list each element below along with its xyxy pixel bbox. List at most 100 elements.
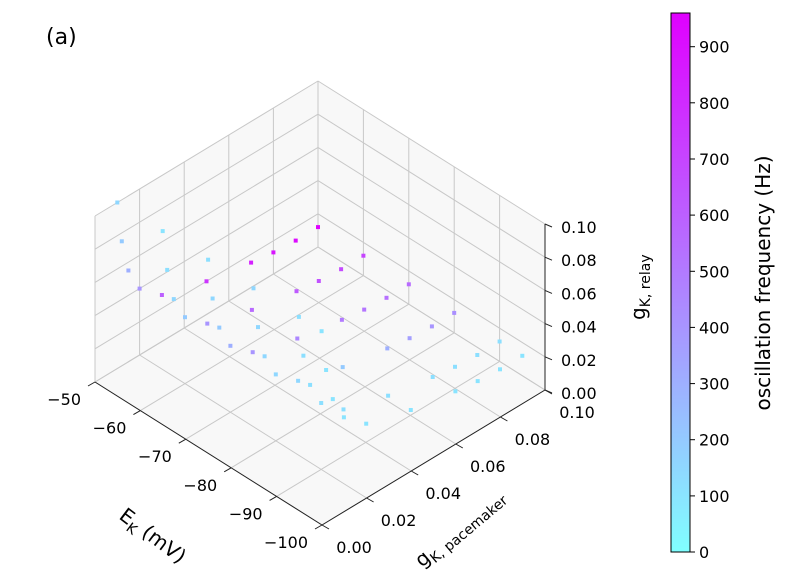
data-point [126,268,131,273]
data-point [273,372,278,377]
z-tick [544,256,553,261]
y-tick [366,497,374,503]
data-point [340,365,345,370]
data-point [339,317,344,322]
colorbar-tick-label: 200 [699,431,730,450]
grid-line-z-xz [317,246,546,391]
colorbar-gradient [670,12,691,553]
data-point [406,282,411,287]
grid-line-z-xz [317,213,546,358]
grid-line-z-xz [317,80,546,225]
data-point [294,289,299,294]
y-tick-label: 0.04 [425,484,461,503]
x-tick-label: −90 [229,504,263,523]
x-tick [269,495,277,501]
data-points [115,200,525,426]
grid-line-z-yz [94,146,319,283]
grid-line-z-xz [317,180,546,325]
data-point [319,401,324,405]
data-point [160,229,165,234]
y-tick [455,443,464,449]
grid-line-x-floor [185,303,410,440]
data-point [330,397,335,402]
colorbar-tick-label: 500 [699,262,730,281]
data-point [256,325,260,330]
data-point [296,314,301,319]
x-tick-label: −50 [47,390,81,409]
grid-line-y-floor [228,300,457,445]
y-tick [500,416,508,422]
z-tick [544,389,553,394]
y-tick-label: 0.10 [559,403,595,422]
grid-line-z-yz [94,80,319,217]
y-tick [321,524,330,530]
grid-line-x-floor [140,275,364,412]
panel-label: (a) [46,25,77,50]
back-pane-yz [95,81,318,382]
colorbar: 0 100 200 300 400 500 600 700 800 900 oscillation… [670,12,775,562]
z-tick [544,323,553,328]
data-point [316,225,320,230]
z-tick [544,223,553,228]
colorbar-label: oscillation frequency (Hz) [751,155,775,410]
data-point [520,353,525,358]
y-tick-label: 0.00 [336,538,372,557]
colorbar-tick-label: 700 [699,150,730,169]
plot-grid [94,80,546,526]
z-tick-label: 0.06 [561,284,597,303]
data-point [407,336,412,341]
data-point [293,238,298,243]
z-axis-title-main: g [626,307,650,320]
data-point [361,253,366,258]
plot-axes: −100−90 −80 −70 −60 −50 0.00 0.02 0.04 0.06 0.08 0… [47,218,596,557]
data-point [159,293,164,297]
grid-line-y-floor [273,273,501,418]
z-tick [544,289,553,294]
z-tick-label: 0.04 [561,318,597,337]
data-point [429,324,434,329]
x-tick [178,438,187,444]
x-axis-line [94,381,323,526]
grid-line-z-xz [317,113,546,258]
colorbar-tick-label: 400 [699,318,730,337]
data-point [301,353,306,358]
data-point [119,239,124,244]
data-point [475,353,480,357]
data-point [204,279,209,284]
grid-line-z-yz [94,246,319,383]
data-point [453,364,457,369]
data-point [362,307,367,312]
z-axis-title: gK, relay [626,254,654,320]
x-axis-title: EK (mV) [113,503,191,572]
colorbar-tick-label: 900 [699,38,730,57]
data-point [250,350,255,355]
x-tick-label: −60 [93,419,127,438]
y-tick-label: 0.08 [515,430,551,449]
data-point [384,295,389,300]
colorbar-tick-label: 0 [699,543,709,562]
data-point [171,297,176,302]
data-point [339,267,344,272]
data-point [228,343,233,348]
x-tick [223,467,232,473]
back-pane-xz [318,81,545,390]
data-point [296,378,301,383]
colorbar-tick-label: 600 [699,206,730,225]
x-tick-label: −80 [183,476,217,495]
grid-line-z-yz [94,180,319,317]
data-point [271,250,276,255]
floor-pane [95,247,545,525]
colorbar-tick-label: 300 [699,375,730,394]
colorbar-tick-label: 100 [699,487,730,506]
z-tick-label: 0.10 [561,218,597,237]
data-point [295,336,300,341]
z-tick-label: 0.08 [561,251,597,270]
data-point [497,339,502,344]
data-point [249,307,254,312]
x-tick-label: −70 [138,447,172,466]
data-point [452,310,457,315]
data-point [249,260,254,265]
data-point [210,296,215,301]
data-point [251,286,256,291]
data-point [475,379,480,384]
